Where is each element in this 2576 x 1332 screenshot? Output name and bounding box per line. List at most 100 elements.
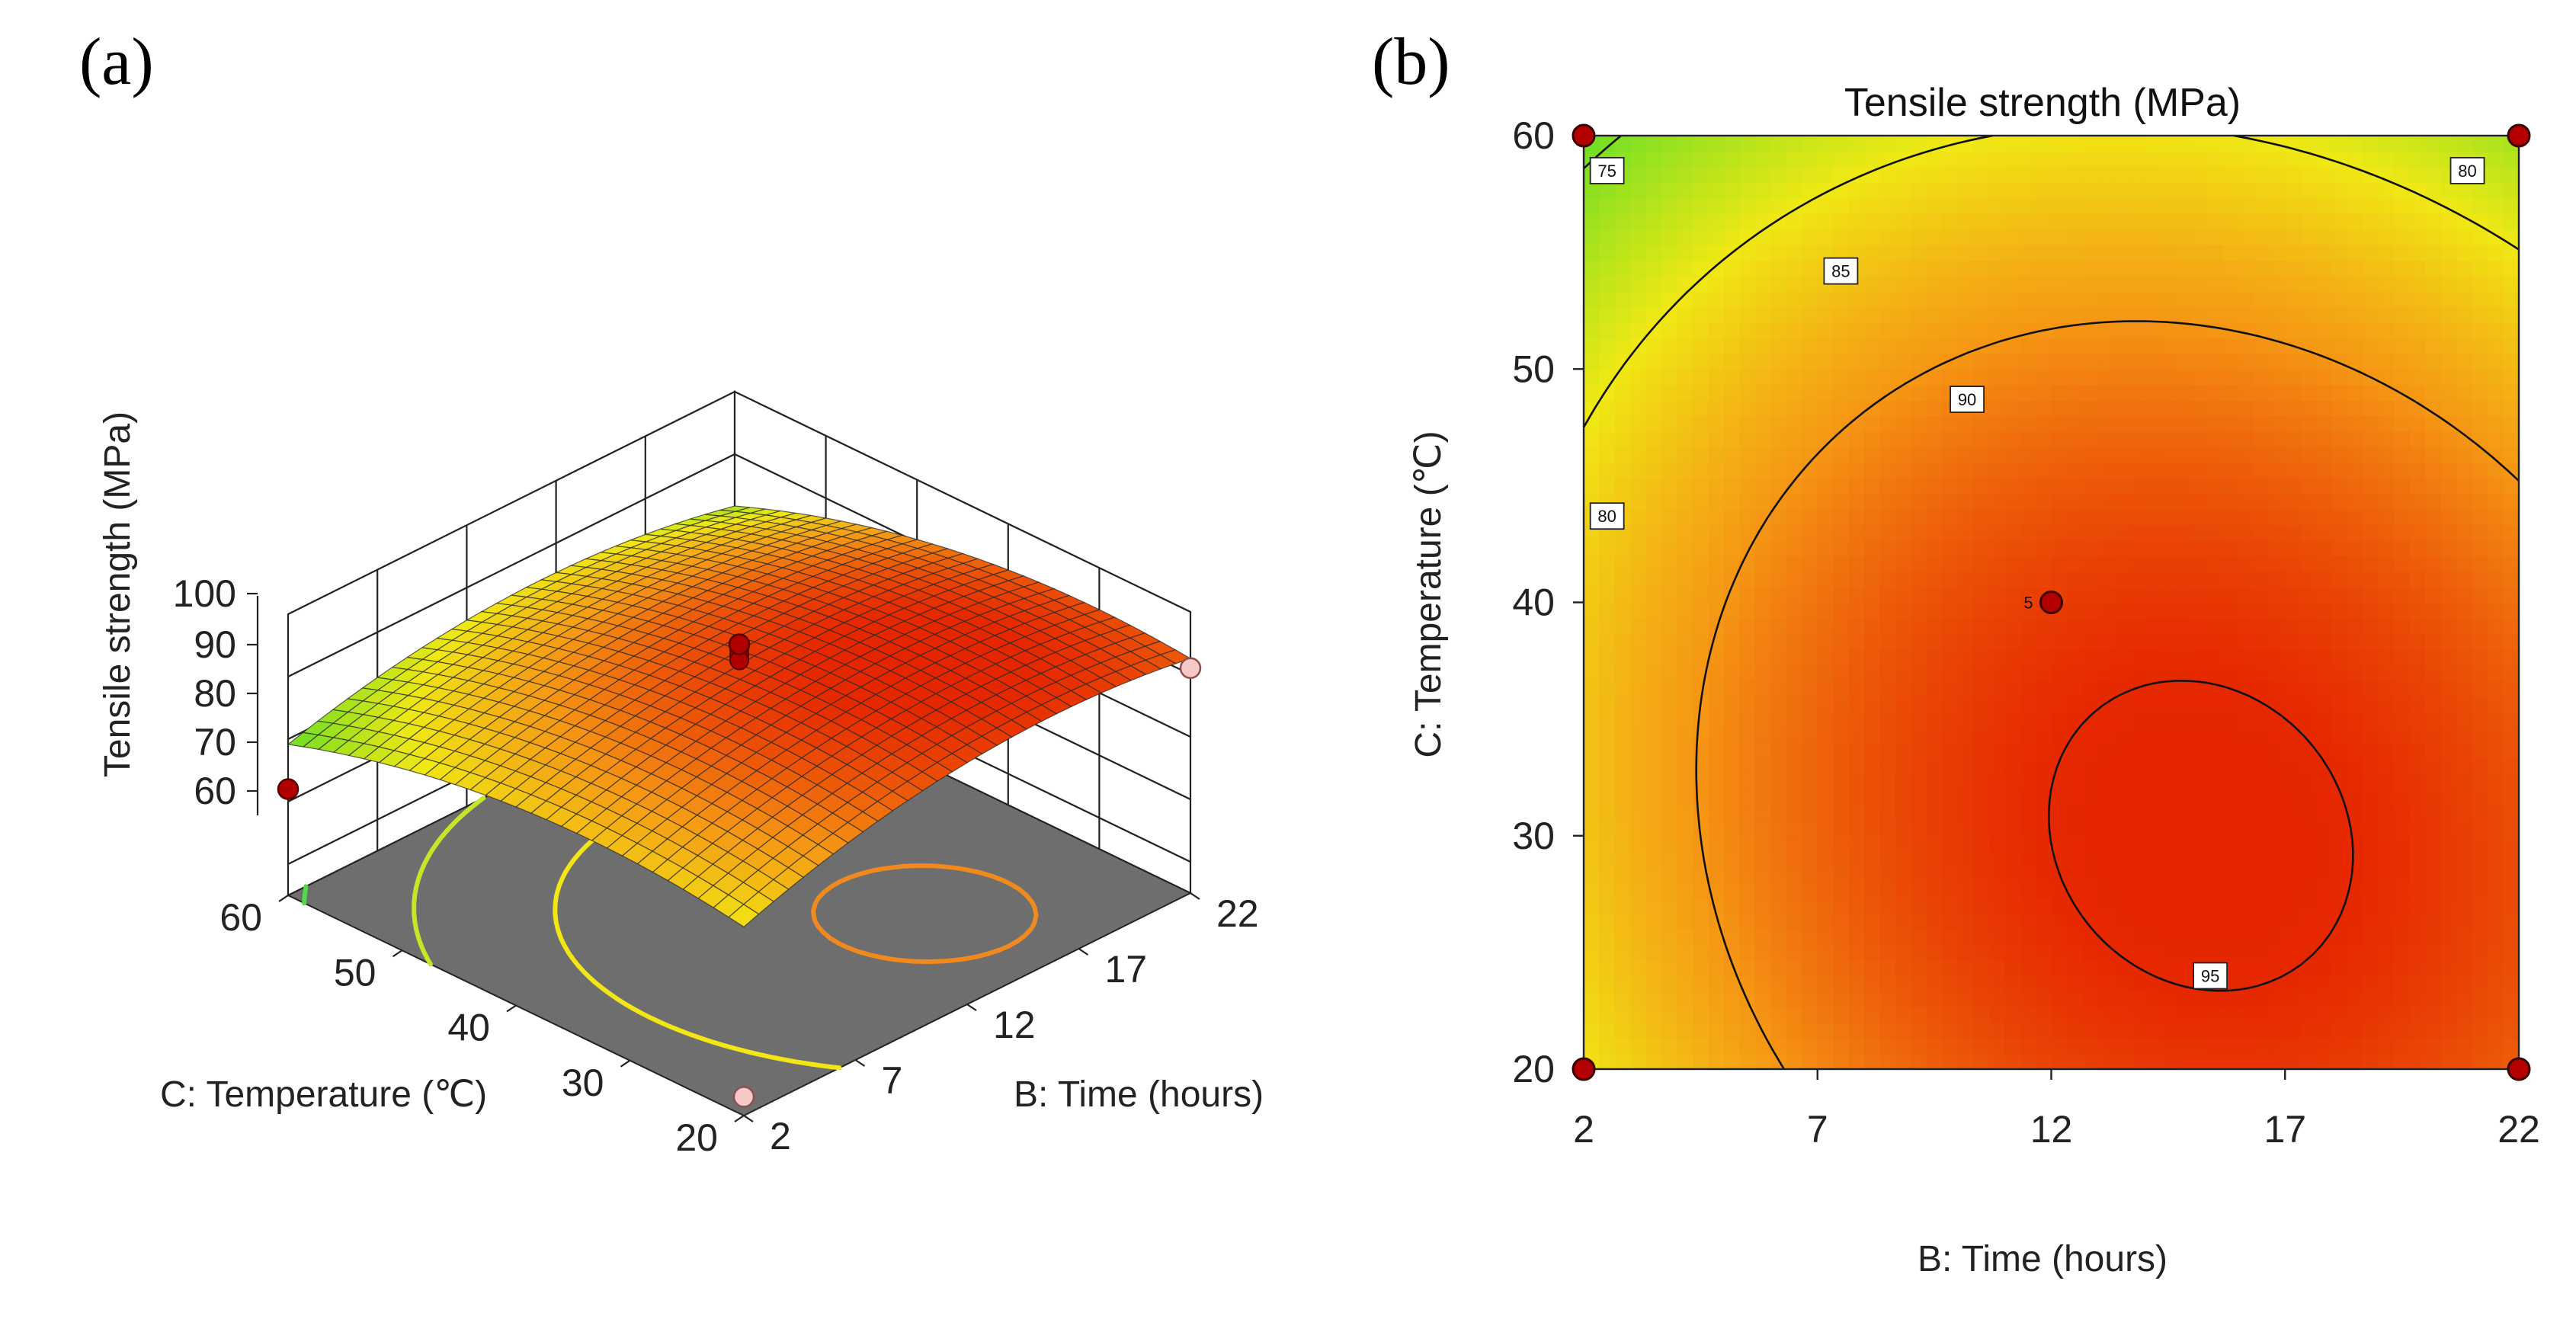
- contour-cell: [2066, 384, 2084, 401]
- contour-cell: [1864, 633, 1881, 650]
- contour-cell: [2300, 197, 2317, 214]
- contour-cell: [2082, 742, 2099, 759]
- contour-cell: [1614, 960, 1632, 977]
- contour-cell: [2378, 151, 2395, 168]
- contour-cell: [2238, 648, 2255, 665]
- contour-cell: [1630, 275, 1647, 292]
- contour-cell: [2472, 680, 2488, 696]
- contour-cell: [1645, 1007, 1663, 1023]
- contour-cell: [2347, 1022, 2364, 1039]
- contour-cell: [1879, 1022, 1896, 1039]
- contour-cell: [2222, 524, 2239, 541]
- contour-cell: [2160, 617, 2177, 635]
- contour-cell: [1879, 929, 1896, 946]
- contour-cell: [2363, 338, 2379, 354]
- contour-cell: [1988, 182, 2005, 199]
- contour-cell: [1864, 742, 1881, 759]
- contour-cell: [1754, 820, 1772, 837]
- contour-cell: [2004, 742, 2021, 759]
- contour-cell: [1833, 991, 1850, 1008]
- contour-cell: [2503, 306, 2520, 323]
- contour-cell: [2316, 851, 2333, 868]
- contour-cell: [2036, 166, 2052, 184]
- contour-cell: [1926, 929, 1943, 946]
- contour-cell: [2036, 260, 2052, 277]
- contour-cell: [2020, 306, 2036, 323]
- contour-cell: [1895, 975, 1912, 992]
- contour-cell: [2145, 322, 2161, 339]
- contour-cell: [2472, 944, 2488, 961]
- contour-cell: [1708, 151, 1725, 168]
- contour-cell: [2300, 742, 2317, 759]
- contour-cell: [1630, 493, 1647, 510]
- contour-cell: [1739, 680, 1756, 696]
- contour-cell: [2488, 478, 2504, 495]
- contour-cell: [2129, 587, 2145, 604]
- contour-cell: [2004, 991, 2021, 1008]
- contour-cell: [2176, 991, 2193, 1008]
- contour-cell: [1942, 540, 1959, 557]
- contour-cell: [2300, 400, 2317, 417]
- contour-cell: [2160, 648, 2177, 665]
- contour-cell: [1645, 633, 1663, 650]
- contour-cell: [2113, 1022, 2130, 1039]
- contour-cell: [1864, 898, 1881, 914]
- contour-cell: [2269, 540, 2286, 557]
- contour-cell: [2004, 913, 2021, 930]
- contour-cell: [1879, 835, 1896, 852]
- contour-cell: [1864, 166, 1881, 184]
- contour-cell: [2363, 804, 2379, 821]
- contour-cell: [1879, 524, 1896, 541]
- contour-cell: [2066, 197, 2084, 214]
- contour-cell: [2145, 991, 2161, 1008]
- contour-cell: [1911, 524, 1927, 541]
- contour-cell: [2440, 1022, 2457, 1039]
- contour-cell: [2456, 866, 2473, 883]
- contour-cell: [2160, 244, 2177, 261]
- contour-cell: [1957, 960, 1975, 977]
- contour-cell: [1645, 136, 1663, 152]
- contour-cell: [1957, 136, 1975, 152]
- contour-cell: [2082, 322, 2099, 339]
- contour-cell: [1661, 182, 1678, 199]
- contour-cell: [1677, 415, 1693, 432]
- contour-cell: [2269, 633, 2286, 650]
- contour-cell: [2051, 493, 2068, 510]
- contour-cell: [1848, 617, 1865, 635]
- contour-cell: [1661, 509, 1678, 526]
- contour-cell: [1848, 820, 1865, 837]
- contour-cell: [1957, 571, 1975, 588]
- contour-cell: [2222, 929, 2239, 946]
- contour-cell: [2051, 882, 2068, 899]
- contour-cell: [1693, 617, 1709, 635]
- contour-cell: [2145, 197, 2161, 214]
- contour-cell: [2145, 400, 2161, 417]
- contour-cell: [1802, 602, 1818, 619]
- contour-cell: [2238, 369, 2255, 386]
- contour-cell: [2409, 742, 2427, 759]
- contour-cell: [1724, 462, 1741, 479]
- contour-cell: [2176, 384, 2193, 401]
- contour-cell: [2347, 991, 2364, 1008]
- contour-cell: [1911, 571, 1927, 588]
- contour-cell: [1988, 991, 2005, 1008]
- contour-cell: [1584, 556, 1600, 572]
- contour-cell: [2082, 400, 2099, 417]
- contour-cell: [2488, 166, 2504, 184]
- contour-cell: [2488, 742, 2504, 759]
- contour-cell: [2503, 556, 2520, 572]
- panel-label-b: (b): [1372, 25, 1450, 99]
- contour-cell: [1724, 696, 1741, 712]
- contour-cell: [2440, 648, 2457, 665]
- contour-cell: [2254, 275, 2270, 292]
- contour-cell: [2425, 213, 2442, 230]
- contour-cell: [1942, 275, 1959, 292]
- contour-cell: [2176, 353, 2193, 370]
- contour-cell: [1879, 898, 1896, 914]
- contour-cell: [2129, 151, 2145, 168]
- contour-cell: [2316, 338, 2333, 354]
- contour-cell: [1770, 322, 1787, 339]
- contour-cell: [2004, 587, 2021, 604]
- contour-cell: [1942, 633, 1959, 650]
- contour-cell: [2066, 291, 2084, 308]
